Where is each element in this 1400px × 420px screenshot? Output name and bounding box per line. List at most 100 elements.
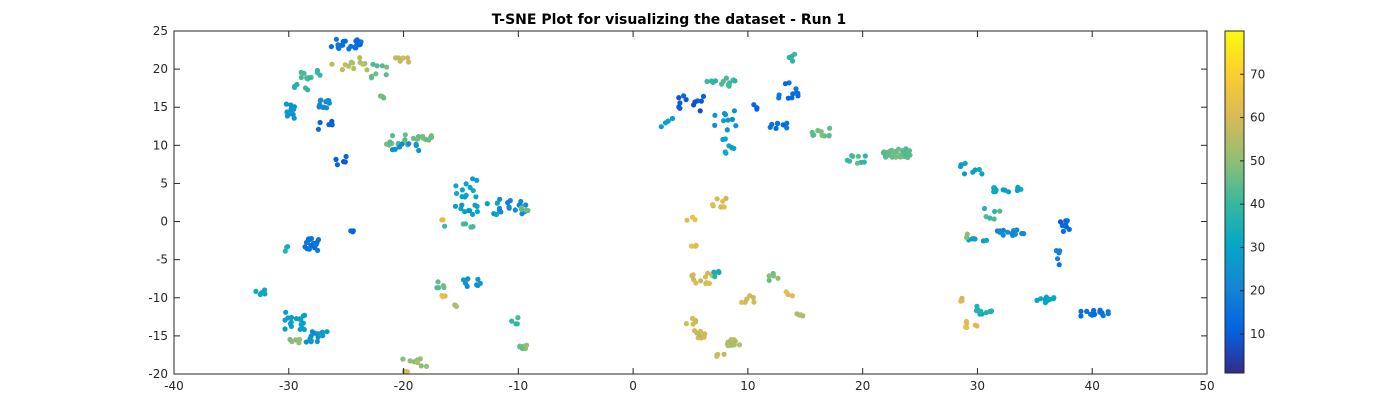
scatter-point <box>459 194 465 200</box>
scatter-point <box>776 95 782 101</box>
scatter-point <box>880 150 887 156</box>
scatter-point <box>698 278 704 284</box>
scatter-point <box>334 162 340 168</box>
scatter-point <box>329 61 335 67</box>
scatter-point <box>493 211 499 218</box>
scatter-point <box>662 120 669 126</box>
x-axis: -40 -30 -20 -10 0 10 20 30 40 50 <box>164 31 1215 393</box>
scatter-point <box>789 293 795 299</box>
scatter-point <box>357 55 363 61</box>
scatter-point <box>302 244 308 250</box>
scatter-point <box>976 166 982 173</box>
scatter-point <box>997 208 1003 214</box>
scatter-point <box>724 127 730 133</box>
scatter-point <box>439 292 445 299</box>
scatter-point <box>751 299 757 305</box>
y-axis: -20 -15 -10 -5 0 5 10 15 20 25 <box>148 24 1207 381</box>
scatter-point <box>423 363 430 369</box>
scatter-point <box>693 280 699 286</box>
scatter-point <box>459 187 465 193</box>
scatter-point <box>991 185 997 191</box>
scatter-point <box>1060 228 1066 234</box>
scatter-point <box>991 189 997 195</box>
scatter-point <box>785 291 791 298</box>
colorbar-tick-label: 50 <box>1250 154 1265 168</box>
chart-title: T-SNE Plot for visualizing the dataset -… <box>492 12 846 28</box>
scatter-point <box>379 63 385 69</box>
scatter-point <box>697 108 703 114</box>
scatter-point <box>418 363 424 369</box>
colorbar-gradient <box>1224 30 1245 374</box>
colorbar-tick-label: 60 <box>1250 111 1265 125</box>
scatter-point <box>468 224 474 230</box>
scatter-point <box>413 141 419 147</box>
scatter-point <box>389 133 396 139</box>
scatter-point <box>819 132 825 138</box>
x-tick-label: 50 <box>1199 379 1214 393</box>
scatter-point <box>402 132 408 138</box>
scatter-point <box>722 136 728 142</box>
scatter-point <box>712 78 719 84</box>
scatter-point <box>1002 187 1008 193</box>
scatter-point <box>285 315 291 321</box>
scatter-point <box>405 55 411 61</box>
scatter-point <box>474 177 480 183</box>
scatter-point <box>1050 296 1056 302</box>
scatter-point <box>297 316 303 322</box>
scatter-point <box>689 214 696 220</box>
scatter-point <box>987 215 993 221</box>
scatter-point <box>253 288 259 294</box>
scatter-point <box>283 309 289 315</box>
scatter-point <box>498 209 504 215</box>
scatter-point <box>1009 230 1015 236</box>
scatter-point <box>463 181 469 187</box>
scatter-point <box>721 110 728 117</box>
scatter-point <box>339 67 345 73</box>
scatter-point <box>681 93 687 99</box>
x-tick-label: 30 <box>970 379 985 393</box>
scatter-point <box>971 236 977 242</box>
scatter-point <box>766 273 772 279</box>
scatter-point <box>705 270 711 276</box>
scatter-point <box>291 115 297 121</box>
scatter-point <box>315 126 321 132</box>
scatter-point <box>314 67 321 74</box>
scatter-point <box>473 194 479 200</box>
y-tick-label: -10 <box>148 291 168 305</box>
scatter-point <box>1038 296 1044 302</box>
scatter-point <box>406 141 412 147</box>
x-tick-label: -40 <box>164 379 184 393</box>
x-tick-label: 20 <box>855 379 870 393</box>
scatter-point <box>370 61 376 67</box>
scatter-point <box>314 239 320 246</box>
scatter-point <box>462 221 469 227</box>
scatter-point <box>723 75 730 81</box>
scatter-point <box>844 157 850 163</box>
y-tick-label: 15 <box>153 100 168 114</box>
scatter-point <box>889 154 895 160</box>
scatter-point <box>906 148 912 154</box>
scatter-point <box>963 324 969 330</box>
scatter-point <box>262 291 268 297</box>
scatter-point <box>428 133 434 139</box>
scatter-point <box>794 311 800 317</box>
scatter-point <box>317 72 323 78</box>
scatter-point <box>729 145 735 151</box>
scatter-point <box>459 202 465 208</box>
scatter-point <box>683 321 690 327</box>
scatter-point <box>454 190 460 197</box>
scatter-point <box>404 369 410 375</box>
scatter-point <box>793 86 799 92</box>
y-tick-label: 10 <box>153 138 168 152</box>
x-tick-label: 0 <box>629 379 637 393</box>
scatter-point <box>895 146 902 152</box>
scatter-point <box>987 308 993 315</box>
scatter-point <box>306 246 312 252</box>
scatter-point <box>523 202 529 208</box>
y-tick-label: 25 <box>153 24 168 38</box>
scatter-point <box>754 106 760 112</box>
scatter-point <box>1078 308 1084 314</box>
scatter-point <box>360 61 366 67</box>
scatter-point <box>474 209 480 215</box>
